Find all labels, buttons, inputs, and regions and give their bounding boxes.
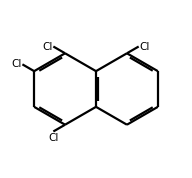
- Text: Cl: Cl: [11, 59, 22, 69]
- Text: Cl: Cl: [48, 133, 59, 143]
- Text: Cl: Cl: [140, 41, 150, 51]
- Text: Cl: Cl: [42, 41, 52, 51]
